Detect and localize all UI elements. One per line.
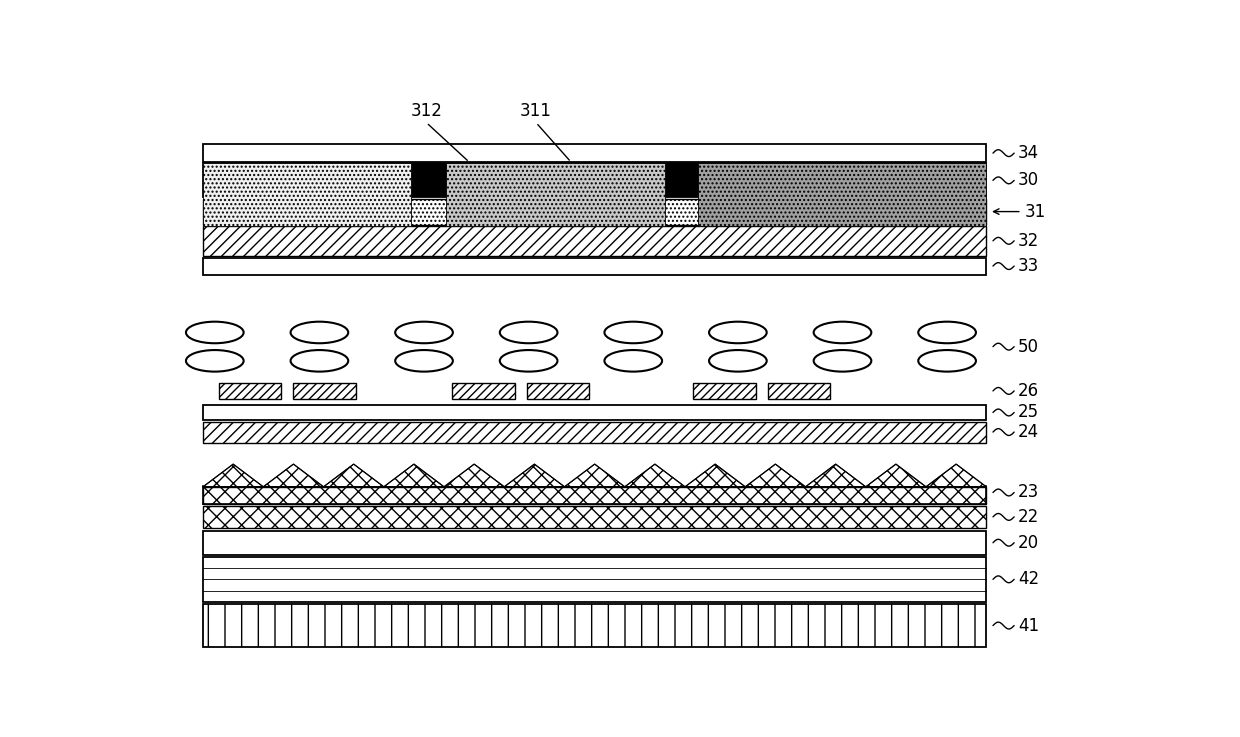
Polygon shape [324,464,384,487]
Ellipse shape [919,350,976,371]
Ellipse shape [396,350,453,371]
Bar [203,422,986,442]
Bar [203,226,986,256]
Polygon shape [384,464,444,487]
Text: 31: 31 [1024,203,1047,220]
Text: 20: 20 [1018,534,1039,552]
Bar [203,506,986,528]
Bar [203,198,986,225]
Ellipse shape [709,350,766,371]
Ellipse shape [604,350,662,371]
Ellipse shape [813,350,872,371]
Bar [698,164,986,226]
Bar [693,383,756,399]
Bar [203,164,410,226]
Polygon shape [684,464,745,487]
Ellipse shape [919,321,976,343]
Text: 33: 33 [1018,257,1039,275]
Text: 26: 26 [1018,382,1039,400]
Polygon shape [203,464,263,487]
Bar [203,604,986,647]
Polygon shape [505,464,564,487]
Polygon shape [866,464,926,487]
Ellipse shape [186,321,243,343]
Text: 23: 23 [1018,483,1039,501]
Bar [203,164,986,198]
Text: 34: 34 [1018,144,1039,162]
Text: 311: 311 [520,102,552,120]
Ellipse shape [396,321,453,343]
Polygon shape [745,464,806,487]
Ellipse shape [290,321,348,343]
Text: 312: 312 [410,102,443,120]
Ellipse shape [709,321,766,343]
Bar [527,383,589,399]
Bar [203,487,986,504]
Ellipse shape [290,350,348,371]
Bar [218,383,281,399]
Polygon shape [926,464,986,487]
Bar [446,164,665,226]
Polygon shape [263,464,324,487]
Bar [768,383,831,399]
Text: 25: 25 [1018,403,1039,422]
Text: 30: 30 [1018,172,1039,189]
Bar [203,257,986,275]
Polygon shape [806,464,866,487]
Text: 24: 24 [1018,423,1039,441]
Text: 50: 50 [1018,338,1039,356]
Text: 42: 42 [1018,570,1039,588]
Bar [293,383,356,399]
Bar [203,405,986,420]
Text: 41: 41 [1018,617,1039,635]
Ellipse shape [500,321,558,343]
Polygon shape [444,464,505,487]
Text: 22: 22 [1018,508,1039,526]
Polygon shape [625,464,684,487]
Bar [203,556,986,602]
Ellipse shape [186,350,243,371]
Polygon shape [564,464,625,487]
Text: 32: 32 [1018,232,1039,250]
Bar [203,531,986,555]
Bar [453,383,515,399]
Bar [203,144,986,162]
Ellipse shape [604,321,662,343]
Ellipse shape [500,350,558,371]
Ellipse shape [813,321,872,343]
